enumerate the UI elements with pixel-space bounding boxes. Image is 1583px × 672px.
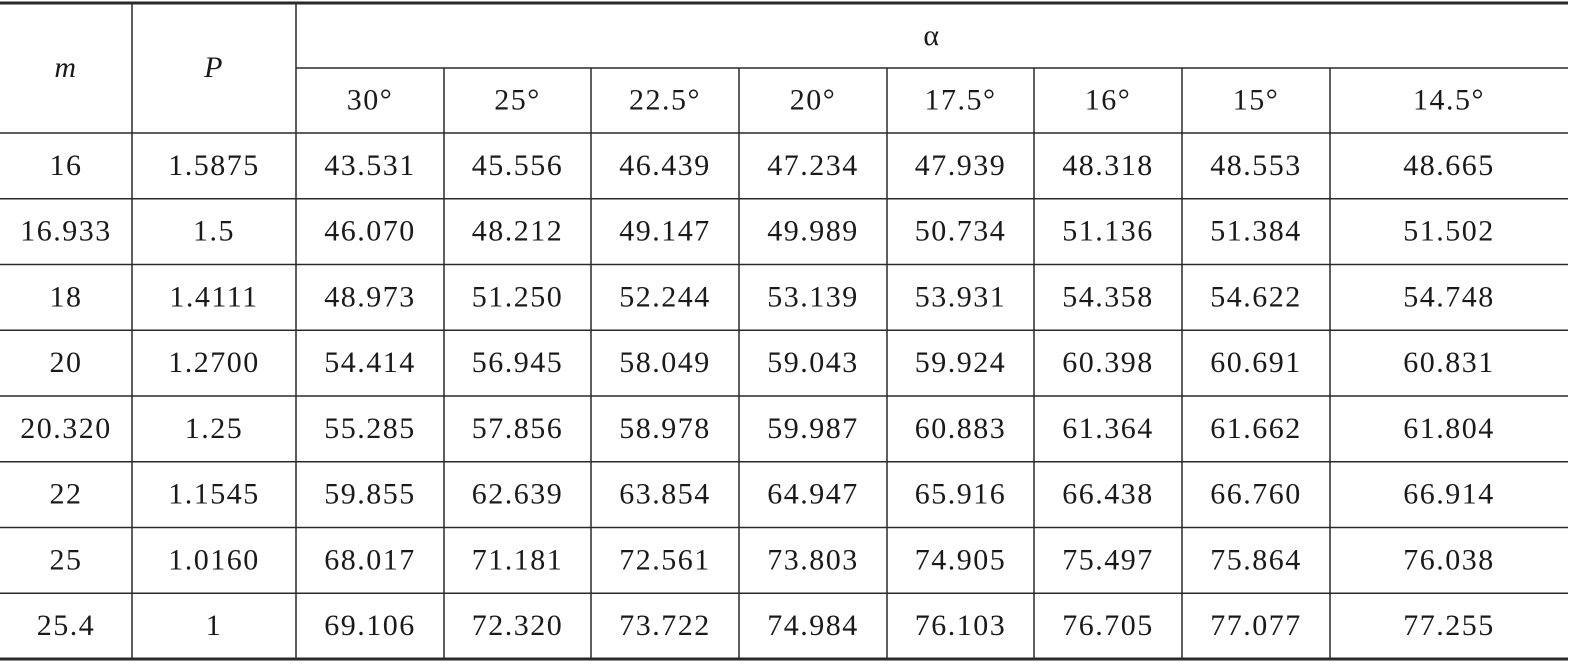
cell: 60.883 bbox=[915, 412, 1007, 445]
cell: 63.854 bbox=[619, 478, 711, 511]
cell: 48.553 bbox=[1210, 149, 1302, 182]
cell: 77.077 bbox=[1210, 609, 1302, 642]
cell: 51.502 bbox=[1403, 215, 1495, 248]
cell: 68.017 bbox=[324, 543, 416, 576]
cell: 61.662 bbox=[1210, 412, 1302, 445]
cell: 25 bbox=[50, 543, 83, 576]
cell: 59.987 bbox=[767, 412, 859, 445]
cell: 66.438 bbox=[1062, 478, 1154, 511]
cell: 51.384 bbox=[1210, 215, 1302, 248]
cell: 74.984 bbox=[767, 609, 859, 642]
cell: 48.665 bbox=[1403, 149, 1495, 182]
cell: 76.705 bbox=[1062, 609, 1154, 642]
cell: 56.945 bbox=[472, 346, 564, 379]
cell: 55.285 bbox=[324, 412, 416, 445]
cell: 1.1545 bbox=[168, 478, 260, 511]
cell: 1.0160 bbox=[168, 543, 260, 576]
cell: 50.734 bbox=[915, 215, 1007, 248]
angle-header: 30° bbox=[347, 83, 394, 116]
cell: 43.531 bbox=[324, 149, 416, 182]
cell: 47.234 bbox=[767, 149, 859, 182]
cell: 60.398 bbox=[1062, 346, 1154, 379]
angle-header: 16° bbox=[1085, 83, 1132, 116]
cell: 47.939 bbox=[915, 149, 1007, 182]
cell: 1.5875 bbox=[168, 149, 260, 182]
cell: 1.2700 bbox=[168, 346, 260, 379]
cell: 60.831 bbox=[1403, 346, 1495, 379]
cell: 73.722 bbox=[619, 609, 711, 642]
cell: 74.905 bbox=[915, 543, 1007, 576]
angle-header: 14.5° bbox=[1413, 83, 1485, 116]
angle-header: 25° bbox=[494, 83, 541, 116]
cell: 66.760 bbox=[1210, 478, 1302, 511]
cell: 51.136 bbox=[1062, 215, 1154, 248]
cell: 16 bbox=[50, 149, 83, 182]
angle-header: 15° bbox=[1233, 83, 1280, 116]
cell: 53.139 bbox=[767, 280, 859, 313]
cell: 59.043 bbox=[767, 346, 859, 379]
cell: 1 bbox=[206, 609, 223, 642]
header-p: P bbox=[203, 51, 224, 84]
cell: 1.4111 bbox=[169, 280, 258, 313]
cell: 75.497 bbox=[1062, 543, 1154, 576]
cell: 20.320 bbox=[20, 412, 112, 445]
cell: 53.931 bbox=[915, 280, 1007, 313]
angle-header: 17.5° bbox=[925, 83, 997, 116]
cell: 60.691 bbox=[1210, 346, 1302, 379]
cell: 49.147 bbox=[619, 215, 711, 248]
cell: 71.181 bbox=[472, 543, 564, 576]
cell: 64.947 bbox=[767, 478, 859, 511]
cell: 18 bbox=[50, 280, 83, 313]
cell: 76.038 bbox=[1403, 543, 1495, 576]
cell: 46.439 bbox=[619, 149, 711, 182]
cell: 46.070 bbox=[324, 215, 416, 248]
cell: 20 bbox=[50, 346, 83, 379]
cell: 73.803 bbox=[767, 543, 859, 576]
cell: 61.364 bbox=[1062, 412, 1154, 445]
cell: 72.320 bbox=[472, 609, 564, 642]
cell: 61.804 bbox=[1403, 412, 1495, 445]
cell: 54.414 bbox=[324, 346, 416, 379]
angle-header: 20° bbox=[790, 83, 837, 116]
cell: 1.5 bbox=[193, 215, 235, 248]
cell: 1.25 bbox=[185, 412, 244, 445]
cell: 59.855 bbox=[324, 478, 416, 511]
cell: 48.212 bbox=[472, 215, 564, 248]
header-alpha: α bbox=[923, 19, 940, 52]
cell: 48.318 bbox=[1062, 149, 1154, 182]
cell: 57.856 bbox=[472, 412, 564, 445]
cell: 76.103 bbox=[915, 609, 1007, 642]
cell: 58.978 bbox=[619, 412, 711, 445]
cell: 49.989 bbox=[767, 215, 859, 248]
cell: 51.250 bbox=[472, 280, 564, 313]
cell: 16.933 bbox=[20, 215, 112, 248]
cell: 72.561 bbox=[619, 543, 711, 576]
cell: 75.864 bbox=[1210, 543, 1302, 576]
cell: 54.358 bbox=[1062, 280, 1154, 313]
cell: 54.622 bbox=[1210, 280, 1302, 313]
cell: 22 bbox=[50, 478, 83, 511]
cell: 45.556 bbox=[472, 149, 564, 182]
cell: 52.244 bbox=[619, 280, 711, 313]
cell: 69.106 bbox=[324, 609, 416, 642]
cell: 65.916 bbox=[915, 478, 1007, 511]
header-m: m bbox=[54, 51, 77, 84]
cell: 58.049 bbox=[619, 346, 711, 379]
angle-header: 22.5° bbox=[629, 83, 701, 116]
cell: 77.255 bbox=[1403, 609, 1495, 642]
cell: 62.639 bbox=[472, 478, 564, 511]
cell: 54.748 bbox=[1403, 280, 1495, 313]
cell: 25.4 bbox=[37, 609, 96, 642]
cell: 66.914 bbox=[1403, 478, 1495, 511]
cell: 59.924 bbox=[915, 346, 1007, 379]
cell: 48.973 bbox=[324, 280, 416, 313]
